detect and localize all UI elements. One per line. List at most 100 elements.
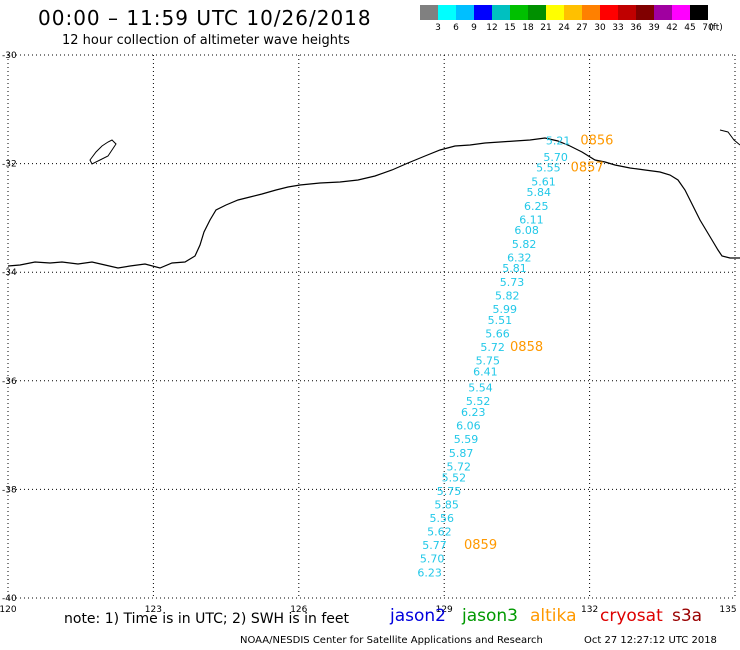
scale-swatch [456,5,474,20]
satellite-legend-altika: altika [530,606,577,626]
longitude-tick-label: 120 [0,605,17,615]
scale-swatch [600,5,618,20]
wave-height-value: 5.73 [500,276,525,289]
scale-swatch [420,5,438,20]
time-label: 0857 [571,161,604,176]
lat-lon-grid [7,54,736,599]
scale-label: 45 [684,23,696,33]
longitude-tick-label: 126 [290,605,307,615]
scale-swatch [474,5,492,20]
scale-swatch [636,5,654,20]
scale-swatch [672,5,690,20]
wave-height-value: 6.23 [417,566,442,579]
scale-label: 36 [630,23,642,33]
wave-height-value: 5.70 [420,553,445,566]
wave-height-value: 5.21 [546,135,571,148]
australia-coastline [7,137,740,269]
wave-height-value: 5.56 [430,512,455,525]
scale-label: 6 [453,23,459,33]
wave-height-value: 5.59 [454,433,479,446]
wave-height-value: 6.08 [514,224,539,237]
wave-height-track: 5.215.705.555.615.846.256.116.085.826.32… [417,135,570,580]
wave-height-value: 5.85 [434,498,459,511]
cape-coast-fragment [719,129,740,146]
scale-label: 18 [522,23,534,33]
kangaroo-island-coast [89,139,117,165]
latitude-tick-label: -36 [2,377,17,387]
wave-height-value: 5.82 [512,238,537,251]
scale-swatch [564,5,582,20]
wave-height-value: 5.61 [531,175,556,188]
wave-height-value: 5.75 [476,355,501,368]
wave-height-value: 5.55 [536,162,561,175]
satellite-legend-jason2: jason2 [390,606,446,626]
wave-height-value: 5.70 [543,151,568,164]
wave-height-value: 5.82 [495,289,520,302]
longitude-tick-label: 129 [436,605,453,615]
scale-label: 27 [576,23,588,33]
scale-label: 9 [471,23,477,33]
latitude-tick-label: -32 [2,160,17,170]
wave-height-value: 5.62 [427,526,452,539]
time-label: 0859 [464,538,497,553]
time-labels: 0856 0857 0858 0859 [464,134,613,554]
wave-height-value: 5.84 [526,186,551,199]
wave-height-value: 5.54 [468,382,493,395]
scale-swatch [510,5,528,20]
wave-height-value: 5.81 [502,262,527,275]
scale-swatch [582,5,600,20]
wave-height-value: 6.32 [507,251,532,264]
credit-text: NOAA/NESDIS Center for Satellite Applica… [240,635,543,646]
longitude-tick-label: 123 [145,605,162,615]
scale-swatch [654,5,672,20]
wave-height-value: 5.52 [466,395,491,408]
units-note: note: 1) Time is in UTC; 2) SWH is in fe… [64,611,350,627]
satellite-legend-s3a: s3a [672,606,703,626]
scale-swatch [528,5,546,20]
latitude-tick-label: -40 [2,594,17,604]
map-subtitle: 12 hour collection of altimeter wave hei… [62,33,350,48]
scale-label: 30 [594,23,606,33]
longitude-tick-label: 135 [719,605,736,615]
scale-label: 42 [666,23,678,33]
scale-unit: (ft) [709,23,723,33]
scale-label: 70 [702,23,714,33]
scale-label: 24 [558,23,570,33]
map-title: 00:00 – 11:59 UTC 10/26/2018 [38,6,372,30]
satellite-legend-cryosat: cryosat [600,606,663,626]
wave-height-value: 6.23 [461,406,486,419]
wave-height-value: 5.87 [449,447,474,460]
scale-swatch [438,5,456,20]
scale-label: 15 [504,23,516,33]
scale-label: 39 [648,23,660,33]
latitude-tick-label: -34 [2,268,17,278]
scale-label: 3 [435,23,441,33]
axis-tick-labels: 120 123 126 129 132 135 -30 -32 -34 -36 -38 -40 [0,51,737,615]
wave-height-value: 5.72 [446,460,471,473]
latitude-tick-label: -38 [2,485,17,495]
wave-height-value: 6.41 [473,365,498,378]
scale-swatch [492,5,510,20]
wave-height-value: 5.66 [485,327,510,340]
generated-timestamp: Oct 27 12:27:12 UTC 2018 [584,635,717,646]
time-label: 0858 [510,340,543,355]
scale-label: 21 [540,23,552,33]
satellite-legend-jason3: jason3 [462,606,518,626]
longitude-tick-label: 132 [581,605,598,615]
wave-height-value: 6.11 [519,213,544,226]
scale-swatch [546,5,564,20]
wave-height-value: 5.52 [442,471,467,484]
wave-height-value: 5.75 [437,485,462,498]
wave-height-value: 5.51 [488,314,513,327]
scale-label: 12 [486,23,498,33]
scale-swatch [690,5,708,20]
wave-height-value: 5.99 [493,303,518,316]
scale-label: 33 [612,23,624,33]
latitude-tick-label: -30 [2,51,17,61]
wave-height-value: 6.25 [524,200,549,213]
time-label: 0856 [580,134,613,149]
wave-height-value: 5.77 [422,539,447,552]
wave-height-value: 6.06 [456,420,481,433]
wave-height-value: 5.72 [480,341,505,354]
